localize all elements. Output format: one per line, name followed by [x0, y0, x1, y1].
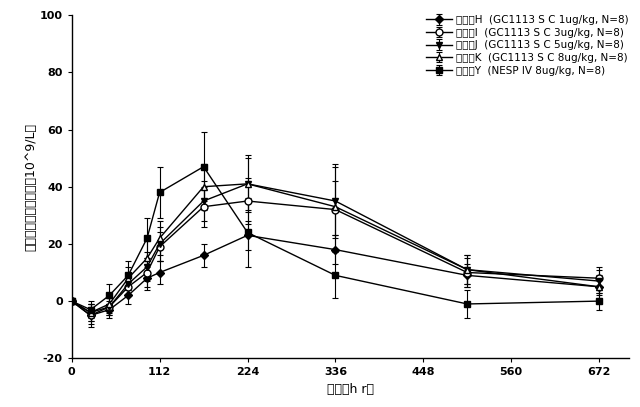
Y-axis label: 網状赤血球平均変化（10^9/L）: 網状赤血球平均変化（10^9/L）: [24, 123, 37, 251]
Legend: グルーH  (GC1113 S C 1ug/kg, N=8), グルーI  (GC1113 S C 3ug/kg, N=8), グルーJ  (GC1113 S : グルーH (GC1113 S C 1ug/kg, N=8), グルーI (GC1…: [426, 15, 629, 76]
X-axis label: 時間（h r）: 時間（h r）: [327, 383, 374, 396]
